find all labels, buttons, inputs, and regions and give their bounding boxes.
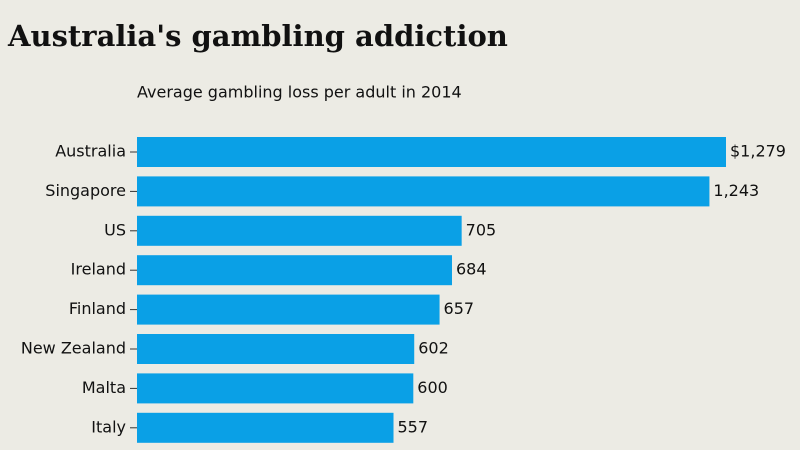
- bar: [137, 255, 452, 286]
- bar: [137, 215, 462, 246]
- chart-subtitle: Average gambling loss per adult in 2014: [137, 83, 462, 102]
- value-label: 657: [444, 299, 475, 318]
- value-label: 684: [456, 260, 487, 279]
- bar: [137, 294, 440, 325]
- value-label: $1,279: [730, 142, 786, 161]
- category-label: Singapore: [45, 181, 126, 200]
- chart-title: Australia's gambling addiction: [7, 19, 508, 53]
- category-label: Australia: [55, 142, 126, 161]
- category-label: US: [104, 220, 126, 239]
- bar: [137, 412, 394, 443]
- value-label: 705: [466, 220, 497, 239]
- value-label: 600: [417, 378, 448, 397]
- bar: [137, 373, 414, 404]
- category-label: Finland: [69, 299, 126, 318]
- bar: [137, 176, 710, 207]
- category-label: New Zealand: [21, 339, 126, 358]
- value-label: 1,243: [713, 181, 759, 200]
- category-label: Ireland: [71, 260, 126, 279]
- value-label: 557: [398, 417, 429, 436]
- value-label: 602: [418, 339, 449, 358]
- bar: [137, 334, 415, 364]
- category-label: Malta: [82, 378, 126, 397]
- category-label: Italy: [91, 417, 126, 436]
- bar: [137, 137, 726, 167]
